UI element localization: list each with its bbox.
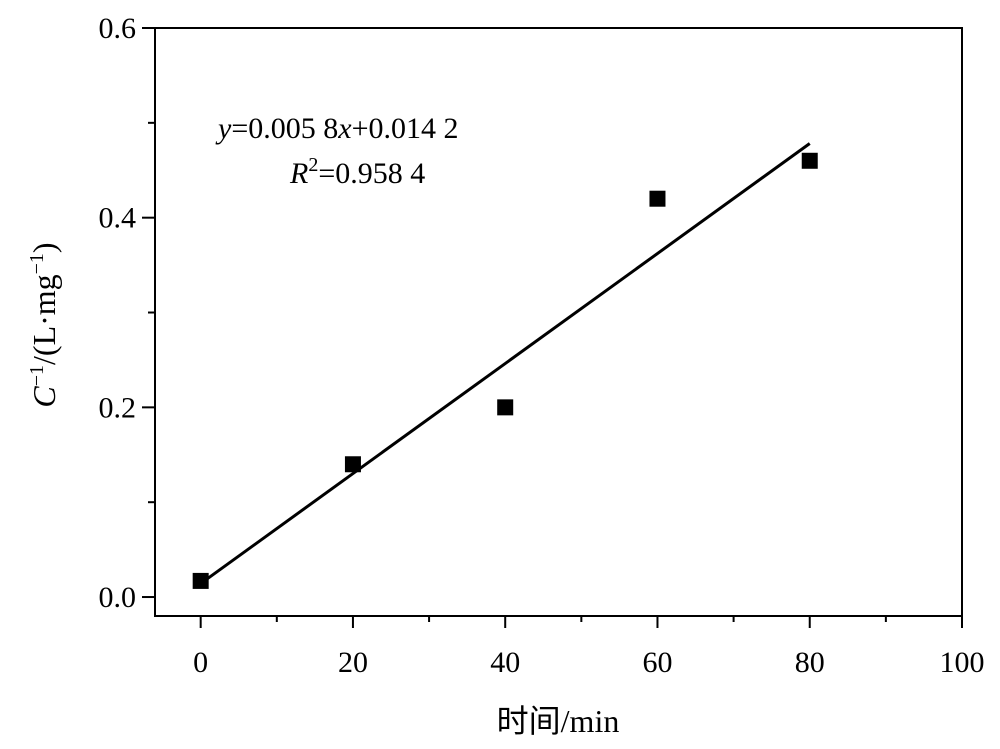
eq-part1: =0.005 8 bbox=[231, 112, 338, 145]
x-tick-label: 40 bbox=[490, 646, 520, 679]
r-var: R bbox=[289, 157, 308, 190]
fit-equation: y=0.005 8x+0.014 2 bbox=[215, 112, 459, 145]
minor-ticks bbox=[148, 121, 887, 622]
y-tick-label: 0.2 bbox=[99, 391, 137, 424]
eq-part2: +0.014 2 bbox=[352, 112, 459, 145]
y-axis-sup: −1 bbox=[26, 365, 48, 386]
r-value: =0.958 4 bbox=[318, 157, 425, 190]
x-axis-title: 时间/min bbox=[497, 703, 620, 739]
data-point bbox=[497, 399, 514, 416]
eq-y: y bbox=[215, 112, 232, 145]
y-axis-title: C−1/(L·mg−1) bbox=[26, 242, 62, 407]
data-point bbox=[801, 152, 818, 169]
x-tick-label: 0 bbox=[193, 646, 208, 679]
y-axis-end: ) bbox=[26, 242, 62, 253]
y-tick-label: 0.6 bbox=[99, 12, 137, 45]
data-point bbox=[192, 572, 209, 589]
x-tick-label: 60 bbox=[642, 646, 672, 679]
tick-labels: 0 20 40 60 80 100 0.0 0.2 0.4 0.6 bbox=[99, 12, 985, 679]
fit-line bbox=[199, 142, 811, 585]
fit-r-squared: R2=0.958 4 bbox=[289, 154, 425, 190]
data-point bbox=[649, 190, 666, 207]
points-layer bbox=[192, 152, 818, 589]
major-ticks bbox=[142, 27, 963, 628]
y-tick-label: 0.4 bbox=[99, 202, 137, 235]
y-axis-mid: /(L·mg bbox=[26, 274, 62, 365]
eq-x: x bbox=[337, 112, 352, 145]
r-sup: 2 bbox=[308, 154, 318, 176]
y-tick-label: 0.0 bbox=[99, 581, 137, 614]
x-tick-label: 20 bbox=[338, 646, 368, 679]
data-point bbox=[344, 456, 361, 473]
y-axis-var: C bbox=[26, 386, 62, 408]
x-tick-label: 100 bbox=[940, 646, 985, 679]
x-tick-label: 80 bbox=[795, 646, 825, 679]
fit-layer bbox=[199, 142, 811, 585]
y-axis-sup2: −1 bbox=[26, 253, 48, 274]
plot-frame bbox=[154, 27, 963, 617]
